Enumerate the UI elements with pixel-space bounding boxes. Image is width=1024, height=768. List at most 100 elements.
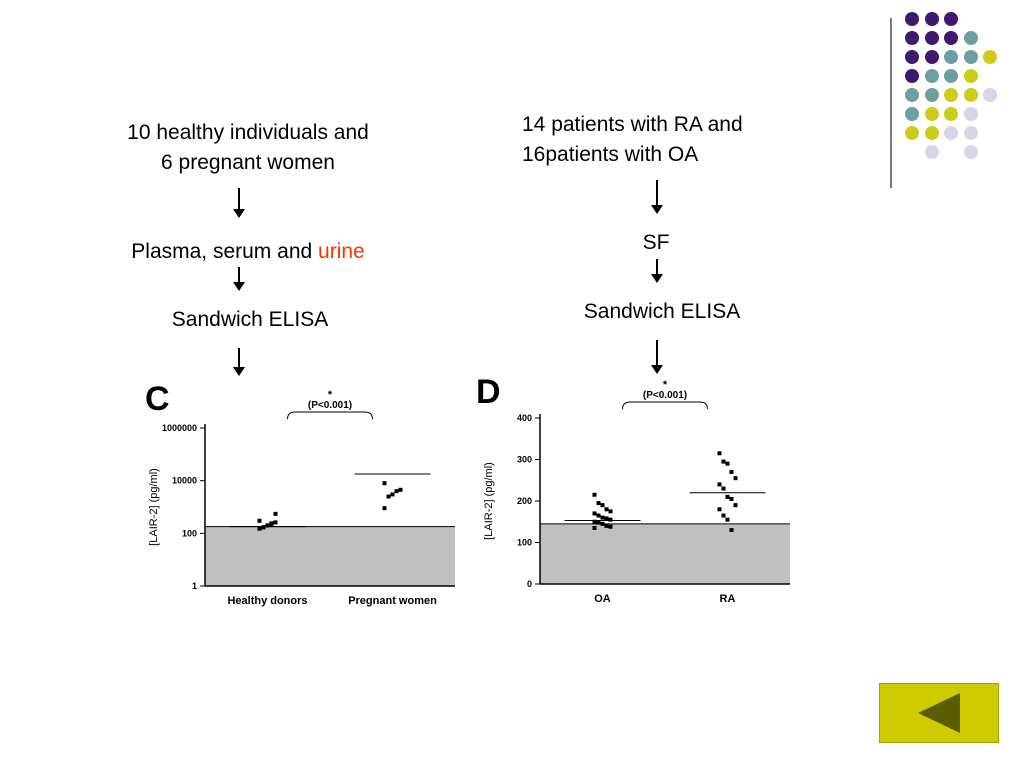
- decor-dot: [944, 31, 958, 45]
- chart-d-lair2-oa-vs-ra: D 400 300 200 100 0 [LAIR-2] (pg/ml) OA RA *(P<0.…: [476, 373, 790, 605]
- decor-dot: [944, 50, 958, 64]
- y-tick-label: 1: [192, 581, 197, 591]
- significance-star: *: [328, 389, 333, 401]
- data-point: [596, 520, 601, 525]
- data-point: [717, 507, 722, 512]
- arrow-down-icon: [233, 188, 245, 218]
- data-point: [729, 469, 734, 474]
- arrow-down-icon: [233, 267, 245, 291]
- right-sample-text: SF: [642, 231, 670, 254]
- decor-dot: [924, 31, 939, 45]
- decor-dot: [983, 88, 997, 102]
- decor-dot: [905, 126, 919, 140]
- data-point: [733, 503, 738, 508]
- data-point: [600, 515, 605, 520]
- decor-dot: [944, 69, 958, 83]
- data-point: [608, 509, 613, 514]
- x-category-label: OA: [594, 593, 611, 605]
- data-point: [269, 521, 274, 526]
- data-point: [398, 487, 403, 492]
- data-point: [717, 451, 722, 456]
- data-point: [273, 511, 278, 516]
- y-axis-label: [LAIR-2] (pg/ml): [483, 462, 495, 540]
- arrow-down-icon: [233, 348, 245, 376]
- arrow-down-icon: [651, 259, 663, 283]
- back-triangle-icon: [918, 693, 960, 733]
- decor-dot: [944, 88, 958, 102]
- right-cohort-text: 14 patients with RA and 16patients with …: [522, 110, 812, 170]
- decor-dot: [983, 50, 997, 64]
- data-point: [592, 511, 597, 516]
- data-point: [721, 513, 726, 518]
- decor-dot: [905, 12, 919, 26]
- significance-bracket: [622, 401, 708, 410]
- decor-dot: [924, 50, 939, 64]
- left-method-text: Sandwich ELISA: [171, 308, 329, 331]
- left-sample-highlight: urine: [318, 240, 365, 263]
- baseline-region: [540, 523, 790, 584]
- left-cohort-line2: 6 pregnant women: [161, 151, 335, 174]
- arrow-down-icon: [651, 340, 663, 374]
- data-point: [596, 513, 601, 518]
- data-point: [721, 459, 726, 464]
- panel-letter: D: [476, 373, 501, 411]
- left-sample-text: Plasma, serum and urine: [90, 237, 406, 267]
- x-category-label: Pregnant women: [348, 595, 437, 607]
- data-point: [592, 492, 597, 497]
- chart-c-lair2-healthy-vs-pregnant: C 1000000 10000 100 1 [LAIR-2] (pg/ml) Healthy…: [145, 380, 455, 607]
- significance-p-value: (P<0.001): [308, 400, 352, 411]
- y-tick-label: 1000000: [162, 423, 197, 433]
- data-point: [390, 492, 395, 497]
- decor-dot: [905, 31, 919, 45]
- right-cohort-line2: 16patients with OA: [522, 143, 699, 166]
- right-method-text: Sandwich ELISA: [583, 300, 741, 323]
- decor-dot: [944, 107, 958, 121]
- left-cohort-text: 10 healthy individuals and 6 pregnant wo…: [90, 118, 406, 178]
- data-point: [600, 521, 605, 526]
- y-axis-label: [LAIR-2] (pg/ml): [148, 468, 160, 546]
- decor-dot: [905, 107, 919, 121]
- decor-dot: [963, 107, 978, 121]
- decor-dot: [963, 31, 978, 45]
- data-point: [592, 525, 597, 530]
- data-point: [596, 501, 601, 506]
- decor-dot: [963, 145, 978, 159]
- decor-dot: [924, 69, 939, 83]
- decorative-divider: [890, 18, 892, 188]
- significance-p-value: (P<0.001): [643, 390, 687, 401]
- data-point: [733, 476, 738, 481]
- data-point: [725, 517, 730, 522]
- panel-letter: C: [145, 380, 170, 418]
- data-point: [604, 523, 609, 528]
- data-point: [725, 494, 730, 499]
- arrow-down-icon: [651, 180, 663, 214]
- back-button[interactable]: [879, 683, 999, 743]
- data-point: [604, 516, 609, 521]
- decor-dot: [924, 107, 939, 121]
- y-tick-label: 200: [517, 496, 532, 506]
- decor-dot: [963, 50, 978, 64]
- data-point: [721, 486, 726, 491]
- decor-dot: [905, 69, 919, 83]
- decor-dot: [924, 88, 939, 102]
- significance-bracket: [287, 411, 373, 420]
- data-point: [386, 494, 391, 499]
- x-category-label: RA: [720, 593, 736, 605]
- data-point: [257, 526, 262, 531]
- y-tick-label: 100: [517, 538, 532, 548]
- data-point: [394, 489, 399, 494]
- decor-dot: [924, 145, 939, 159]
- left-sample-prefix: Plasma, serum and: [131, 240, 319, 263]
- decor-dot: [924, 12, 939, 26]
- decorative-dot-grid: [905, 12, 1024, 172]
- y-tick-label: 10000: [172, 476, 197, 486]
- data-point: [382, 506, 387, 511]
- baseline-region: [205, 526, 455, 586]
- data-point: [729, 528, 734, 533]
- data-point: [265, 523, 270, 528]
- data-point: [382, 481, 387, 486]
- decor-dot: [944, 126, 958, 140]
- data-point: [729, 496, 734, 501]
- data-point: [592, 519, 597, 524]
- data-point: [717, 482, 722, 487]
